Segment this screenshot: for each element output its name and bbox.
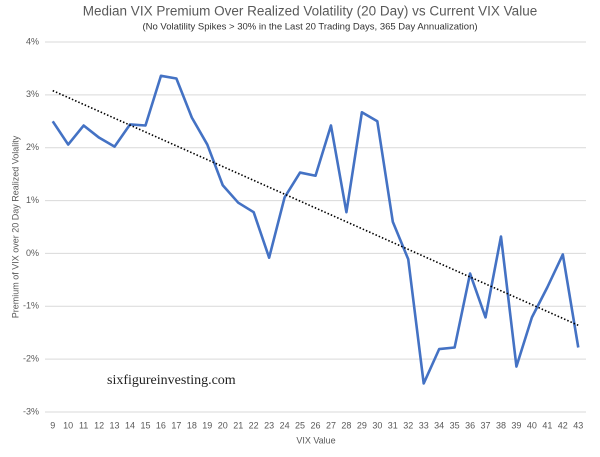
y-tick-label: 1%	[26, 195, 39, 205]
x-axis-label: VIX Value	[296, 435, 335, 445]
data-line	[51, 74, 580, 385]
x-tick-label: 13	[110, 420, 120, 430]
chart-subtitle: (No Volatility Spikes > 30% in the Last …	[142, 22, 477, 33]
x-tick-label: 24	[280, 420, 290, 430]
x-tick-label: 16	[156, 420, 166, 430]
x-tick-label: 21	[233, 420, 243, 430]
y-tick-label: 4%	[26, 36, 39, 46]
x-tick-label: 15	[140, 420, 150, 430]
y-tick-label: -2%	[23, 354, 39, 364]
x-tick-label: 10	[63, 420, 73, 430]
x-tick-label: 30	[372, 420, 382, 430]
y-tick-label: -1%	[23, 301, 39, 311]
x-tick-label: 29	[357, 420, 367, 430]
x-tick-label: 11	[79, 420, 88, 430]
y-tick-label: 2%	[26, 142, 39, 152]
x-tick-label: 31	[388, 420, 398, 430]
x-tick-label: 18	[187, 420, 197, 430]
x-tick-label: 23	[264, 420, 274, 430]
y-tick-label: 0%	[26, 248, 39, 258]
x-tick-label: 17	[171, 420, 181, 430]
x-tick-label: 42	[558, 420, 568, 430]
x-tick-label: 35	[450, 420, 460, 430]
x-tick-label: 27	[326, 420, 336, 430]
watermark: sixfigureinvesting.com	[107, 373, 236, 388]
y-axis-label: Premium of VIX over 20 Day Realized Vola…	[10, 135, 20, 318]
x-tick-label: 33	[419, 420, 429, 430]
x-tick-label: 36	[465, 420, 475, 430]
x-tick-label: 19	[202, 420, 212, 430]
x-tick-label: 12	[94, 420, 104, 430]
x-tick-label: 43	[573, 420, 583, 430]
x-tick-label: 9	[50, 420, 55, 430]
x-tick-label: 40	[527, 420, 537, 430]
x-tick-label: 41	[542, 420, 552, 430]
x-tick-label: 32	[403, 420, 413, 430]
x-tick-label: 34	[434, 420, 444, 430]
x-tick-label: 14	[125, 420, 135, 430]
chart-title: Median VIX Premium Over Realized Volatil…	[83, 4, 537, 19]
x-tick-label: 22	[249, 420, 259, 430]
x-tick-label: 28	[341, 420, 351, 430]
y-tick-label: 3%	[26, 89, 39, 99]
trendline	[52, 89, 579, 327]
x-tick-label: 39	[511, 420, 521, 430]
x-tick-label: 26	[310, 420, 320, 430]
y-tick-label: -3%	[23, 406, 39, 416]
x-tick-label: 38	[496, 420, 506, 430]
x-tick-label: 25	[295, 420, 305, 430]
x-tick-label: 20	[218, 420, 228, 430]
x-tick-label: 37	[481, 420, 491, 430]
